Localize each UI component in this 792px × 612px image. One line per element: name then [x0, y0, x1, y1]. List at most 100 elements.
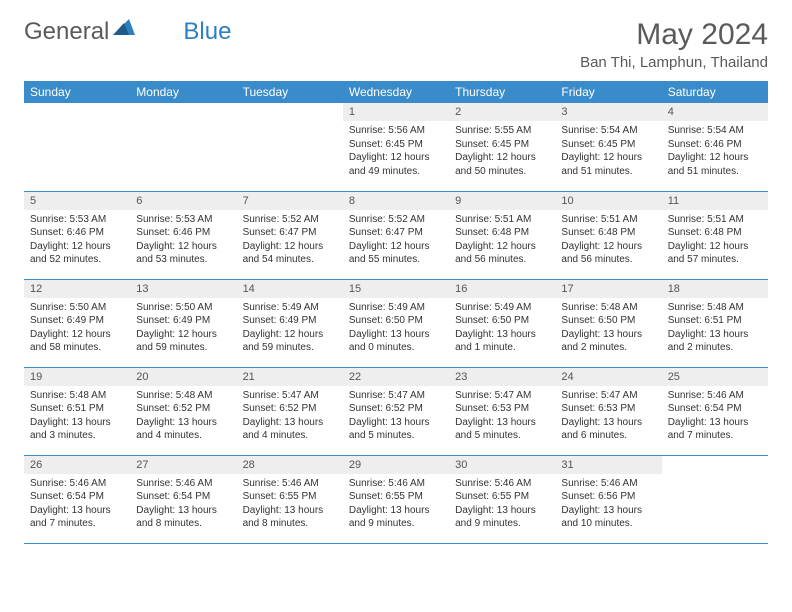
day-number: 5	[24, 192, 130, 210]
day-body: Sunrise: 5:50 AMSunset: 6:49 PMDaylight:…	[24, 298, 130, 359]
day-body: Sunrise: 5:49 AMSunset: 6:49 PMDaylight:…	[237, 298, 343, 359]
day-body: Sunrise: 5:50 AMSunset: 6:49 PMDaylight:…	[130, 298, 236, 359]
daylight-line: Daylight: 12 hours and 54 minutes.	[243, 240, 337, 267]
day-body: Sunrise: 5:47 AMSunset: 6:52 PMDaylight:…	[237, 386, 343, 447]
weekday-thursday: Thursday	[449, 81, 555, 103]
sunrise-line: Sunrise: 5:49 AM	[349, 301, 443, 315]
day-body: Sunrise: 5:46 AMSunset: 6:55 PMDaylight:…	[237, 474, 343, 535]
calendar-cell: 16Sunrise: 5:49 AMSunset: 6:50 PMDayligh…	[449, 279, 555, 367]
sunset-line: Sunset: 6:50 PM	[349, 314, 443, 328]
calendar-cell: 31Sunrise: 5:46 AMSunset: 6:56 PMDayligh…	[555, 455, 661, 543]
sunrise-line: Sunrise: 5:56 AM	[349, 124, 443, 138]
daylight-line: Daylight: 13 hours and 9 minutes.	[455, 504, 549, 531]
day-body: Sunrise: 5:49 AMSunset: 6:50 PMDaylight:…	[343, 298, 449, 359]
daylight-line: Daylight: 12 hours and 49 minutes.	[349, 151, 443, 178]
daylight-line: Daylight: 12 hours and 53 minutes.	[136, 240, 230, 267]
day-number: 18	[662, 280, 768, 298]
calendar-cell: 20Sunrise: 5:48 AMSunset: 6:52 PMDayligh…	[130, 367, 236, 455]
calendar-cell: 13Sunrise: 5:50 AMSunset: 6:49 PMDayligh…	[130, 279, 236, 367]
sunrise-line: Sunrise: 5:50 AM	[30, 301, 124, 315]
daylight-line: Daylight: 13 hours and 1 minute.	[455, 328, 549, 355]
day-body: Sunrise: 5:51 AMSunset: 6:48 PMDaylight:…	[449, 210, 555, 271]
daylight-line: Daylight: 12 hours and 59 minutes.	[243, 328, 337, 355]
day-body: Sunrise: 5:46 AMSunset: 6:55 PMDaylight:…	[449, 474, 555, 535]
day-number: 21	[237, 368, 343, 386]
day-body: Sunrise: 5:54 AMSunset: 6:45 PMDaylight:…	[555, 121, 661, 182]
day-number: 28	[237, 456, 343, 474]
calendar-cell	[130, 103, 236, 191]
day-number: 11	[662, 192, 768, 210]
daylight-line: Daylight: 12 hours and 56 minutes.	[561, 240, 655, 267]
day-number: 20	[130, 368, 236, 386]
day-body: Sunrise: 5:46 AMSunset: 6:54 PMDaylight:…	[662, 386, 768, 447]
weekday-sunday: Sunday	[24, 81, 130, 103]
day-body: Sunrise: 5:52 AMSunset: 6:47 PMDaylight:…	[237, 210, 343, 271]
sunset-line: Sunset: 6:51 PM	[668, 314, 762, 328]
sunset-line: Sunset: 6:46 PM	[668, 138, 762, 152]
sunrise-line: Sunrise: 5:49 AM	[243, 301, 337, 315]
day-number: 4	[662, 103, 768, 121]
day-body: Sunrise: 5:48 AMSunset: 6:51 PMDaylight:…	[662, 298, 768, 359]
calendar-cell	[662, 455, 768, 543]
sunset-line: Sunset: 6:55 PM	[349, 490, 443, 504]
day-number-empty	[24, 103, 130, 121]
day-body: Sunrise: 5:47 AMSunset: 6:52 PMDaylight:…	[343, 386, 449, 447]
day-body: Sunrise: 5:56 AMSunset: 6:45 PMDaylight:…	[343, 121, 449, 182]
calendar-row: 12Sunrise: 5:50 AMSunset: 6:49 PMDayligh…	[24, 279, 768, 367]
day-number: 16	[449, 280, 555, 298]
header: General Blue May 2024 Ban Thi, Lamphun, …	[24, 18, 768, 71]
sunrise-line: Sunrise: 5:49 AM	[455, 301, 549, 315]
day-number: 27	[130, 456, 236, 474]
sunrise-line: Sunrise: 5:46 AM	[30, 477, 124, 491]
location: Ban Thi, Lamphun, Thailand	[580, 54, 768, 71]
daylight-line: Daylight: 12 hours and 50 minutes.	[455, 151, 549, 178]
sunrise-line: Sunrise: 5:46 AM	[561, 477, 655, 491]
day-body: Sunrise: 5:48 AMSunset: 6:52 PMDaylight:…	[130, 386, 236, 447]
day-number: 15	[343, 280, 449, 298]
sunset-line: Sunset: 6:46 PM	[136, 226, 230, 240]
title-block: May 2024 Ban Thi, Lamphun, Thailand	[580, 18, 768, 71]
daylight-line: Daylight: 13 hours and 10 minutes.	[561, 504, 655, 531]
day-number: 6	[130, 192, 236, 210]
day-body: Sunrise: 5:46 AMSunset: 6:54 PMDaylight:…	[24, 474, 130, 535]
sunrise-line: Sunrise: 5:54 AM	[668, 124, 762, 138]
sunrise-line: Sunrise: 5:47 AM	[243, 389, 337, 403]
sunset-line: Sunset: 6:50 PM	[561, 314, 655, 328]
logo: General Blue	[24, 18, 231, 46]
day-number: 9	[449, 192, 555, 210]
sunrise-line: Sunrise: 5:48 AM	[30, 389, 124, 403]
day-number: 3	[555, 103, 661, 121]
daylight-line: Daylight: 13 hours and 8 minutes.	[136, 504, 230, 531]
calendar-cell: 5Sunrise: 5:53 AMSunset: 6:46 PMDaylight…	[24, 191, 130, 279]
sunrise-line: Sunrise: 5:53 AM	[136, 213, 230, 227]
calendar-cell: 9Sunrise: 5:51 AMSunset: 6:48 PMDaylight…	[449, 191, 555, 279]
day-number: 8	[343, 192, 449, 210]
weekday-saturday: Saturday	[662, 81, 768, 103]
triangle-icon	[113, 14, 135, 42]
calendar-cell: 26Sunrise: 5:46 AMSunset: 6:54 PMDayligh…	[24, 455, 130, 543]
daylight-line: Daylight: 13 hours and 8 minutes.	[243, 504, 337, 531]
sunset-line: Sunset: 6:49 PM	[243, 314, 337, 328]
day-number-empty	[237, 103, 343, 121]
month-title: May 2024	[580, 18, 768, 52]
sunrise-line: Sunrise: 5:51 AM	[668, 213, 762, 227]
daylight-line: Daylight: 12 hours and 57 minutes.	[668, 240, 762, 267]
weekday-monday: Monday	[130, 81, 236, 103]
calendar-cell: 21Sunrise: 5:47 AMSunset: 6:52 PMDayligh…	[237, 367, 343, 455]
sunset-line: Sunset: 6:47 PM	[349, 226, 443, 240]
daylight-line: Daylight: 13 hours and 5 minutes.	[349, 416, 443, 443]
weekday-wednesday: Wednesday	[343, 81, 449, 103]
daylight-line: Daylight: 12 hours and 56 minutes.	[455, 240, 549, 267]
sunset-line: Sunset: 6:53 PM	[561, 402, 655, 416]
daylight-line: Daylight: 13 hours and 0 minutes.	[349, 328, 443, 355]
day-number: 12	[24, 280, 130, 298]
sunrise-line: Sunrise: 5:46 AM	[349, 477, 443, 491]
day-number: 29	[343, 456, 449, 474]
daylight-line: Daylight: 12 hours and 51 minutes.	[561, 151, 655, 178]
day-body: Sunrise: 5:46 AMSunset: 6:54 PMDaylight:…	[130, 474, 236, 535]
day-body: Sunrise: 5:51 AMSunset: 6:48 PMDaylight:…	[662, 210, 768, 271]
weekday-friday: Friday	[555, 81, 661, 103]
calendar-body: 1Sunrise: 5:56 AMSunset: 6:45 PMDaylight…	[24, 103, 768, 543]
calendar-cell	[237, 103, 343, 191]
calendar-cell: 23Sunrise: 5:47 AMSunset: 6:53 PMDayligh…	[449, 367, 555, 455]
